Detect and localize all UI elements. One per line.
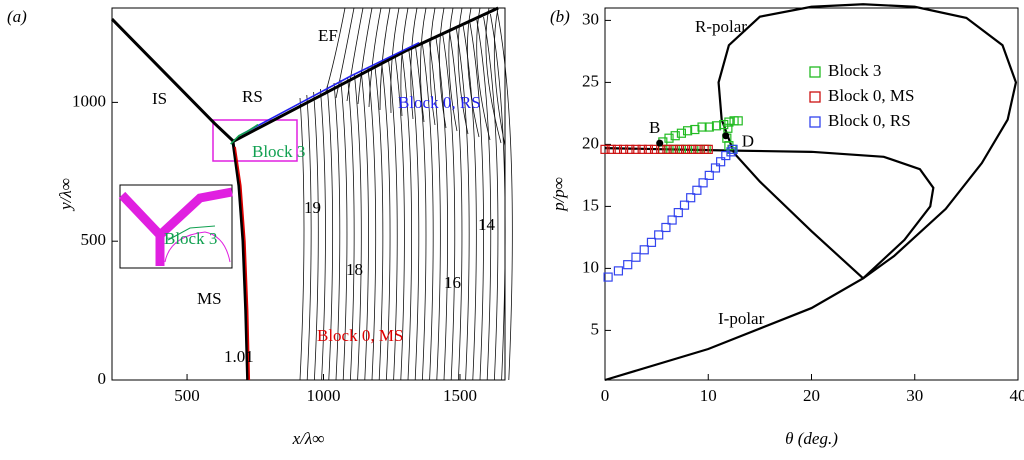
marker xyxy=(674,209,682,217)
contour xyxy=(477,20,491,380)
marker xyxy=(671,132,679,140)
annotation: Block 0, MS xyxy=(317,326,403,345)
legend-marker xyxy=(810,67,820,77)
contour xyxy=(494,8,505,146)
y-tick-label: 0 xyxy=(98,369,107,388)
y-tick-label: 500 xyxy=(81,230,107,249)
marker xyxy=(632,253,640,261)
panel-label: (a) xyxy=(7,7,27,26)
marker xyxy=(614,267,622,275)
marker xyxy=(677,129,685,137)
annotation: 18 xyxy=(346,260,363,279)
annotation: Block 3 xyxy=(252,142,305,161)
curve-label: R-polar xyxy=(695,17,747,36)
annotation: 19 xyxy=(304,198,321,217)
polar xyxy=(719,4,1016,278)
x-tick-label: 1500 xyxy=(443,386,477,405)
contour xyxy=(443,35,455,380)
marker xyxy=(647,238,655,246)
x-tick-label: 0 xyxy=(601,386,610,405)
marker xyxy=(699,179,707,187)
annotation: 1.01 xyxy=(224,347,254,366)
legend-marker xyxy=(810,92,820,102)
contour xyxy=(456,29,469,380)
point xyxy=(656,140,663,147)
inset-label: Block 3 xyxy=(164,229,217,248)
y-tick-label: 20 xyxy=(582,133,599,152)
legend-label: Block 3 xyxy=(828,61,881,80)
annotation: Block 0, RS xyxy=(398,93,481,112)
inset: Block 3 xyxy=(120,185,232,268)
marker xyxy=(640,246,648,254)
point xyxy=(722,132,729,139)
x-axis-label: θ (deg.) xyxy=(785,429,838,448)
x-tick-label: 500 xyxy=(174,386,200,405)
contour xyxy=(325,8,345,95)
contour xyxy=(436,38,448,380)
legend-marker xyxy=(810,117,820,127)
contour xyxy=(307,95,311,380)
y-axis-label: y/λ∞ xyxy=(56,178,75,212)
marker xyxy=(687,194,695,202)
y-tick-label: 15 xyxy=(582,195,599,214)
marker xyxy=(705,171,713,179)
y-tick-label: 30 xyxy=(582,9,599,28)
y-tick-label: 10 xyxy=(582,257,599,276)
curve-label: I-polar xyxy=(718,309,765,328)
annotation: MS xyxy=(197,289,222,308)
legend-label: Block 0, RS xyxy=(828,111,911,130)
x-tick-label: 10 xyxy=(700,386,717,405)
contour xyxy=(463,26,476,380)
x-axis-label: x/λ∞ xyxy=(292,429,325,448)
contour-lines xyxy=(300,8,512,380)
contour xyxy=(369,8,381,107)
annotation: IS xyxy=(152,89,167,108)
x-tick-label: 40 xyxy=(1010,386,1024,405)
y-tick-label: 1000 xyxy=(72,91,106,110)
y-tick-label: 5 xyxy=(591,319,600,338)
legend-label: Block 0, MS xyxy=(828,86,914,105)
point-label: B xyxy=(649,118,660,137)
y-axis-label: p/p∞ xyxy=(549,177,568,212)
x-tick-label: 30 xyxy=(906,386,923,405)
x-tick-label: 1000 xyxy=(307,386,341,405)
contour xyxy=(347,8,363,101)
contour xyxy=(470,23,484,380)
marker xyxy=(668,216,676,224)
annotation: 16 xyxy=(444,273,461,292)
point-label: D xyxy=(742,132,754,151)
marker xyxy=(693,186,701,194)
line xyxy=(242,43,419,135)
marker xyxy=(624,261,632,269)
annotation: 14 xyxy=(478,215,496,234)
x-tick-label: 20 xyxy=(803,386,820,405)
line xyxy=(112,19,233,141)
y-tick-label: 25 xyxy=(582,71,599,90)
annotation: RS xyxy=(242,87,263,106)
contour xyxy=(300,98,304,380)
annotation: EF xyxy=(318,26,338,45)
marker xyxy=(655,231,663,239)
marker xyxy=(662,223,670,231)
marker xyxy=(681,201,689,209)
panel-label: (b) xyxy=(550,7,570,26)
